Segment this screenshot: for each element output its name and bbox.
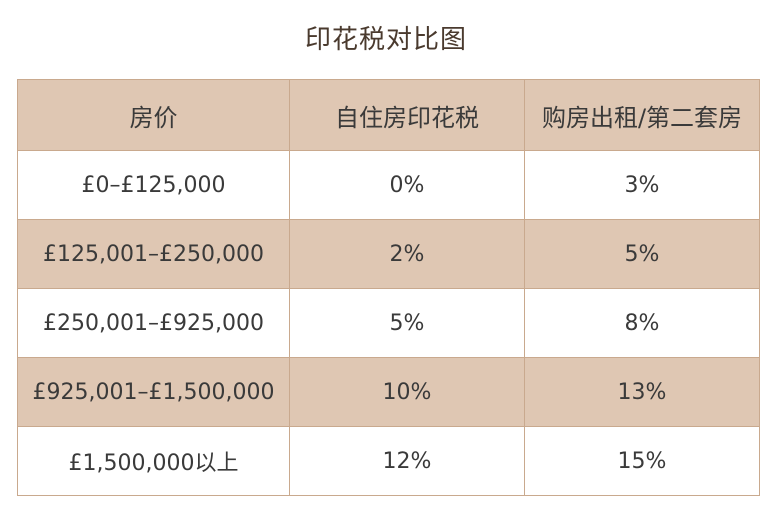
header-buy-to-let-duty: 购房出租/第二套房 [524, 79, 760, 151]
price-band-cell: £250,001–£925,000 [17, 288, 290, 358]
stamp-duty-table: 房价 自住房印花税 购房出租/第二套房 £0–£125,000 0% 3% £1… [17, 79, 760, 496]
table-row: £0–£125,000 0% 3% [17, 150, 760, 220]
owner-rate-cell: 10% [289, 357, 525, 427]
table-row: £125,001–£250,000 2% 5% [17, 219, 760, 289]
table-row: £925,001–£1,500,000 10% 13% [17, 357, 760, 427]
btl-rate-cell: 5% [524, 219, 760, 289]
btl-rate-cell: 8% [524, 288, 760, 358]
price-band-cell: £1,500,000以上 [17, 426, 290, 496]
table-header-row: 房价 自住房印花税 购房出租/第二套房 [17, 79, 760, 151]
owner-rate-cell: 0% [289, 150, 525, 220]
owner-rate-cell: 2% [289, 219, 525, 289]
btl-rate-cell: 3% [524, 150, 760, 220]
owner-rate-cell: 12% [289, 426, 525, 496]
price-band-cell: £0–£125,000 [17, 150, 290, 220]
table-row: £250,001–£925,000 5% 8% [17, 288, 760, 358]
price-band-cell: £925,001–£1,500,000 [17, 357, 290, 427]
btl-rate-cell: 15% [524, 426, 760, 496]
price-band-cell: £125,001–£250,000 [17, 219, 290, 289]
btl-rate-cell: 13% [524, 357, 760, 427]
page-title: 印花税对比图 [304, 25, 467, 55]
owner-rate-cell: 5% [289, 288, 525, 358]
header-owner-occupied-duty: 自住房印花税 [289, 79, 525, 151]
header-price: 房价 [17, 79, 290, 151]
table-row: £1,500,000以上 12% 15% [17, 426, 760, 496]
